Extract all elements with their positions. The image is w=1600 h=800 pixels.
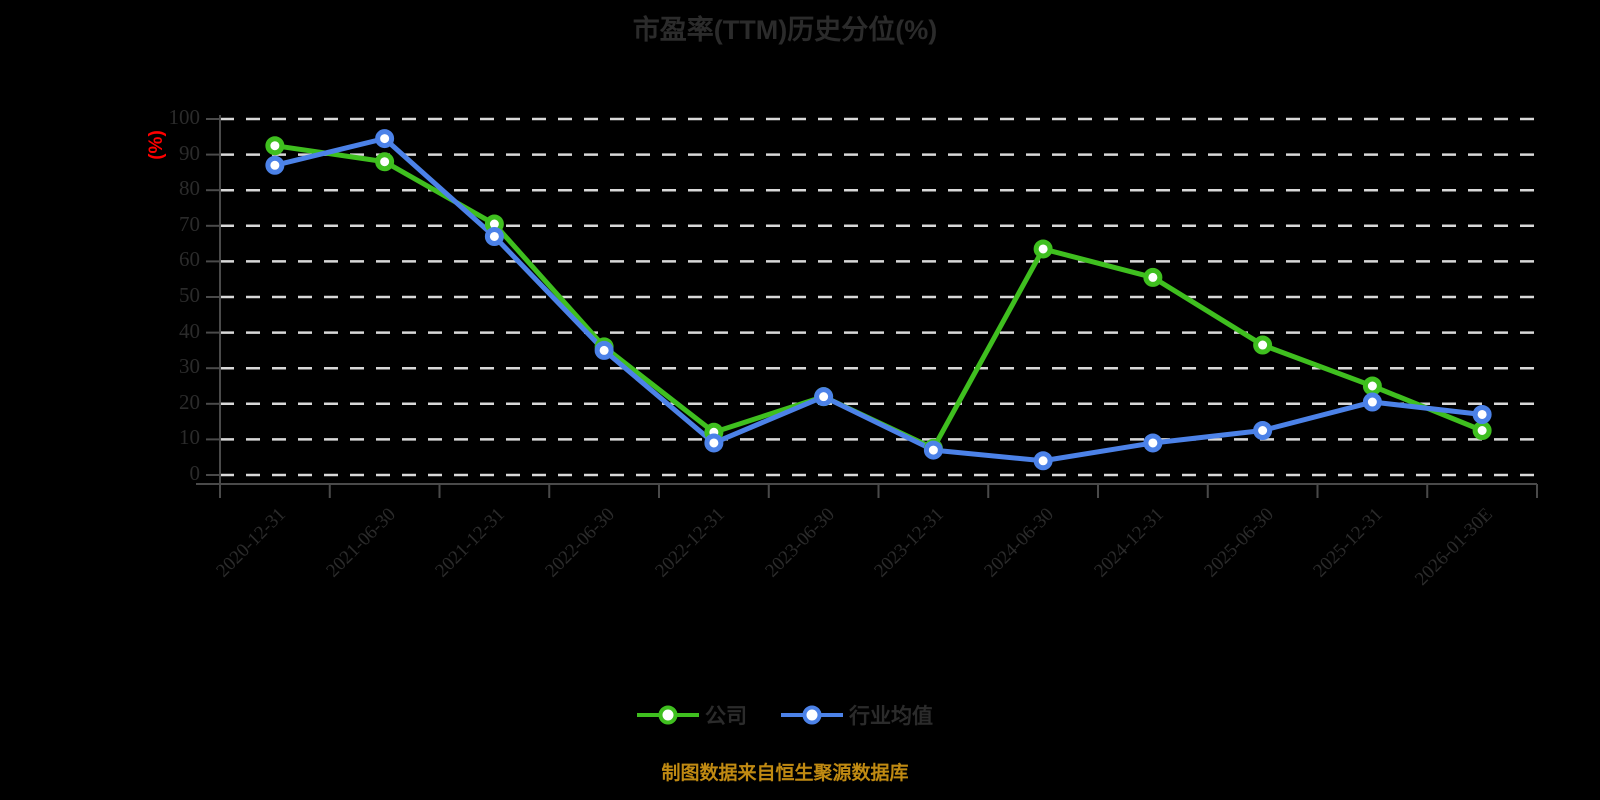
legend-label: 行业均值 [849,705,933,728]
legend-item[interactable]: 行业均值 [781,700,933,730]
data-point-marker [814,387,834,407]
data-point-marker [1472,421,1492,440]
data-point-marker [704,433,724,453]
data-source-note: 制图数据来自恒生聚源数据库 [661,763,909,784]
data-point-marker [1253,335,1273,355]
legend-label: 公司 [705,705,747,728]
y-tick-label: 70 [179,211,200,236]
y-tick-label: 20 [179,389,200,414]
data-point-marker [1472,404,1492,424]
series-lines [272,136,1485,464]
data-point-marker [1362,392,1382,412]
y-tick-label: 10 [179,425,200,450]
data-point-marker [265,136,285,156]
y-tick-label: 50 [179,283,200,307]
data-point-marker [375,152,395,172]
y-tick-label: 30 [179,354,200,379]
data-point-marker [484,226,504,246]
x-axis-ticks [219,484,1538,498]
data-point-marker [594,340,614,360]
chart-legend: 公司 行业均值 [0,700,1570,730]
data-point-marker [1033,451,1053,471]
data-point-marker [1143,433,1163,453]
legend-item[interactable]: 公司 [637,700,747,730]
axis-lines [196,115,1537,485]
y-tick-label: 80 [179,176,200,201]
legend-swatch-icon [781,705,843,725]
data-point-marker [265,155,285,175]
y-tick-label: 100 [168,105,201,129]
y-tick-label: 0 [189,461,201,485]
page-title: 市盈率(TTM)历史分位(%) [632,15,938,45]
y-axis-ticks [206,118,220,476]
series-line [272,136,1485,464]
data-point-marker [1143,267,1163,287]
data-point-marker [1253,421,1273,440]
data-point-marker [375,129,395,149]
data-point-marker [923,440,943,460]
y-tick-label: 60 [179,247,200,272]
y-tick-label: 40 [179,318,200,343]
series-points [265,129,1492,471]
data-point-marker [1033,239,1053,259]
y-tick-label: 90 [179,140,200,165]
data-point-marker [1362,376,1382,396]
legend-swatch-icon [637,705,699,725]
